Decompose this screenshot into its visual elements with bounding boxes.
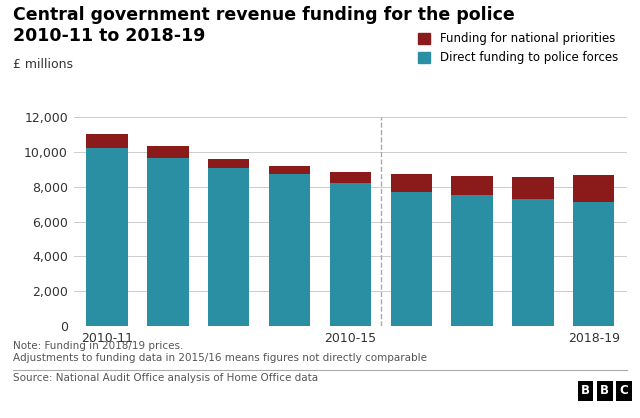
Bar [86, 134, 128, 148]
Text: Note: Funding in 2018/19 prices.: Note: Funding in 2018/19 prices. [13, 341, 183, 351]
Bar [390, 173, 432, 192]
Text: Adjustments to funding data in 2015/16 means figures not directly comparable: Adjustments to funding data in 2015/16 m… [13, 353, 427, 363]
Bar [512, 199, 554, 326]
Bar [269, 173, 310, 326]
Bar [330, 183, 371, 326]
Bar [208, 168, 250, 326]
Text: C: C [620, 384, 628, 398]
Bar [86, 148, 128, 326]
Bar [451, 176, 493, 196]
Bar [330, 172, 371, 183]
Text: £ millions: £ millions [13, 58, 73, 71]
Bar [451, 196, 493, 326]
Text: Source: National Audit Office analysis of Home Office data: Source: National Audit Office analysis o… [13, 373, 318, 383]
Bar [573, 175, 614, 202]
Bar [147, 158, 189, 326]
Bar [208, 159, 250, 168]
Bar [512, 177, 554, 199]
Bar [269, 166, 310, 173]
Text: 2010-11 to 2018-19: 2010-11 to 2018-19 [13, 27, 205, 45]
Bar [147, 146, 189, 158]
Text: B: B [600, 384, 609, 398]
Bar [573, 202, 614, 326]
Legend: Funding for national priorities, Direct funding to police forces: Funding for national priorities, Direct … [415, 29, 621, 68]
Text: B: B [581, 384, 590, 398]
Bar [390, 192, 432, 326]
Text: Central government revenue funding for the police: Central government revenue funding for t… [13, 6, 515, 24]
